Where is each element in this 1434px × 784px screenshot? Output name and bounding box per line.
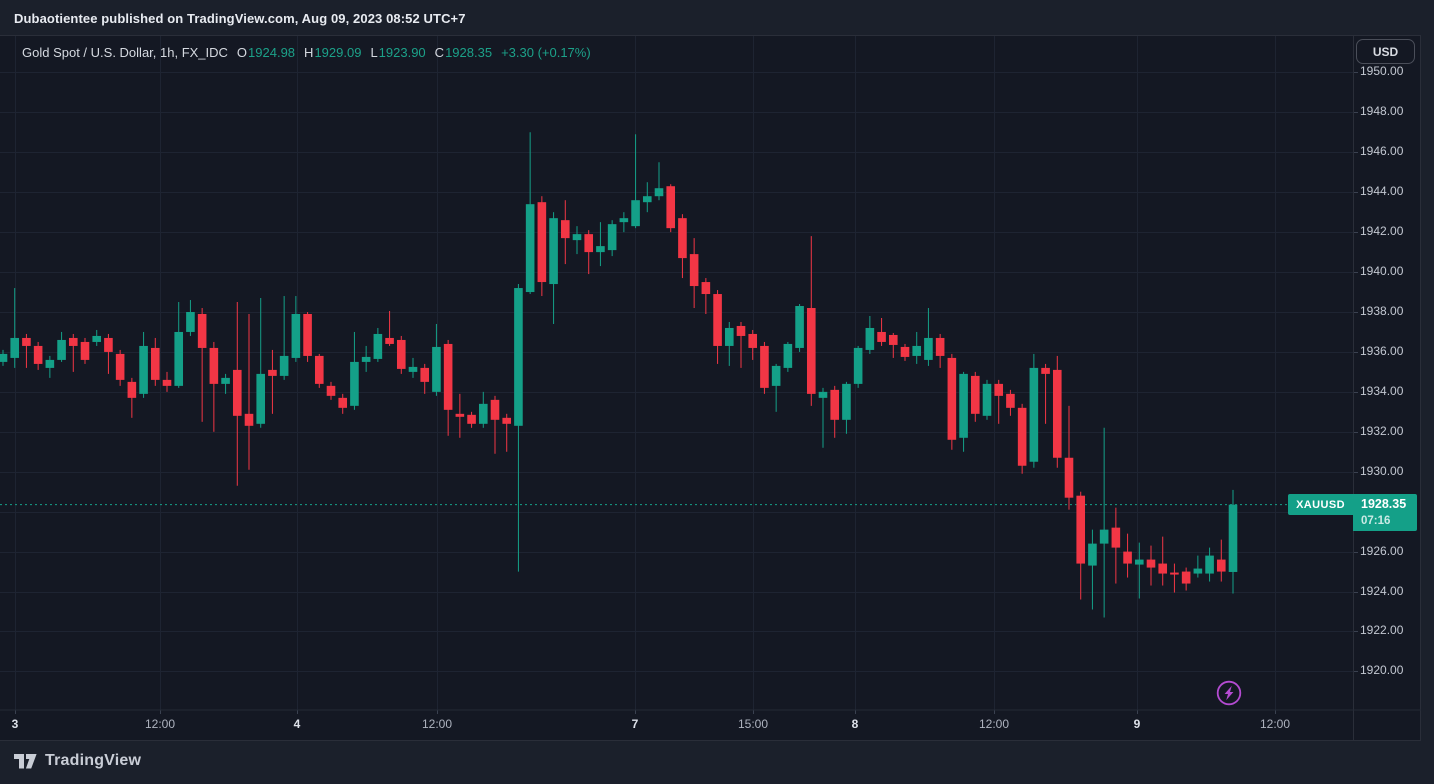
bar-countdown: 07:16 [1361,515,1391,527]
lightning-bolt-glyph [1224,685,1234,701]
flash-circle [1216,680,1242,706]
tradingview-watermark[interactable]: TradingView [14,752,141,770]
last-price-value: 1928.35 [1361,497,1407,511]
price-axis-label: 1924.00 [1360,583,1404,598]
ohlc-pair: O 1924.98 [236,45,296,60]
price-axis-label: 1920.00 [1360,663,1404,678]
price-axis-label: 1944.00 [1360,184,1404,199]
time-axis-label: 12:00 [1259,717,1291,731]
price-axis-label: 1938.00 [1360,304,1404,318]
currency-toggle-label: USD [1372,44,1399,59]
price-axis-label: 1950.00 [1360,64,1404,79]
time-axis-label: 8 [851,717,859,731]
price-axis-label: 1936.00 [1360,343,1404,358]
ohlc-pair: L 1923.90 [370,45,426,60]
change-readout: +3.30 (+0.17%) [501,45,591,60]
price-axis-label: 1948.00 [1360,104,1404,119]
last-price-label: 1928.35 07:16 [1353,494,1417,531]
time-axis-label: 9 [1133,717,1141,731]
time-axis-label: 7 [631,717,639,731]
last-price-symbol-text: XAUUSD [1296,498,1345,511]
price-axis-label: 1934.00 [1360,383,1404,398]
symbol-legend[interactable]: Gold Spot / U.S. Dollar, 1h, FX_IDC O 192… [22,45,591,60]
time-axis-label: 12:00 [144,717,176,731]
time-axis-label: 4 [293,717,301,731]
ohlc-readout: O 1924.98 H 1929.09 L 1923.90 C 1928.35 [237,45,492,60]
price-axis-label: 1926.00 [1360,543,1404,558]
published-line: Dubaotientee published on TradingView.co… [14,11,466,26]
time-axis-label: 15:00 [737,717,769,731]
price-axis-label: 1930.00 [1360,463,1404,478]
time-axis-label: 12:00 [421,717,453,731]
tradingview-logo-icon [14,753,37,768]
price-axis-label: 1942.00 [1360,224,1404,239]
symbol-title: Gold Spot / U.S. Dollar, 1h, FX_IDC [22,45,228,60]
currency-toggle-button[interactable]: USD [1356,39,1415,64]
price-axis-label: 1940.00 [1360,264,1404,279]
flash-lightning-icon[interactable] [1215,679,1243,707]
price-axis-label: 1932.00 [1360,423,1404,438]
ohlc-pair: C 1928.35 [434,45,493,60]
price-axis-label: 1922.00 [1360,623,1404,638]
time-axis-label: 3 [11,717,19,731]
last-price-symbol-label: XAUUSD [1288,494,1353,515]
tradingview-watermark-text: TradingView [45,752,142,769]
ohlc-pair: H 1929.09 [304,45,362,60]
price-axis-label: 1946.00 [1360,144,1404,159]
time-axis-label: 12:00 [978,717,1010,731]
